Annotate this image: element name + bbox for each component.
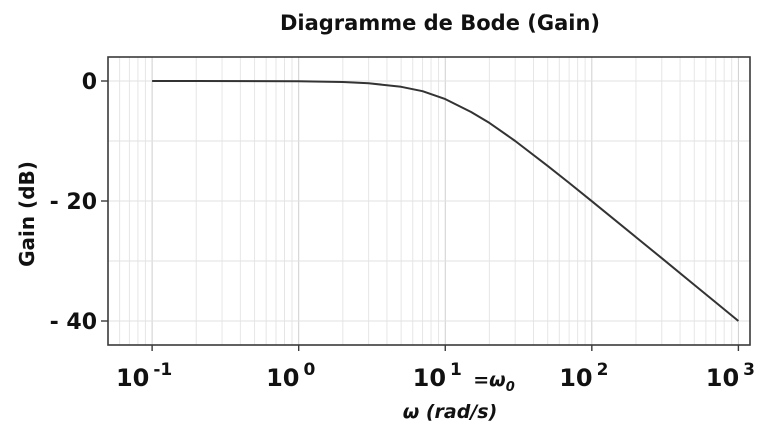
y-tick-labels: 0 - 20 - 40 xyxy=(50,70,108,335)
x-axis-label: ω (rad/s) xyxy=(403,401,498,423)
grid xyxy=(108,57,750,345)
series-line-0 xyxy=(152,80,740,322)
x-tick-labels: 10 -1 10 0 10 1 10 2 10 3 xyxy=(116,345,755,392)
y-tick-label: - 40 xyxy=(50,310,97,335)
y-tick-label: 0 xyxy=(82,70,97,95)
x-tick-label: 10 0 xyxy=(266,360,315,392)
series-layer xyxy=(152,80,740,322)
chart-title: Diagramme de Bode (Gain) xyxy=(280,11,600,35)
y-axis-label: Gain (dB) xyxy=(15,161,39,267)
x-tick-label: 10 3 xyxy=(706,360,755,392)
x-tick-label: 10 2 xyxy=(559,360,608,392)
x-tick-label: 10 -1 xyxy=(116,360,172,392)
y-tick-label: - 20 xyxy=(50,190,97,215)
x-tick-label: 10 1 xyxy=(413,360,462,392)
omega-note-text: =ω0 xyxy=(473,369,514,395)
omega-annotation: =ω0 xyxy=(473,369,514,395)
